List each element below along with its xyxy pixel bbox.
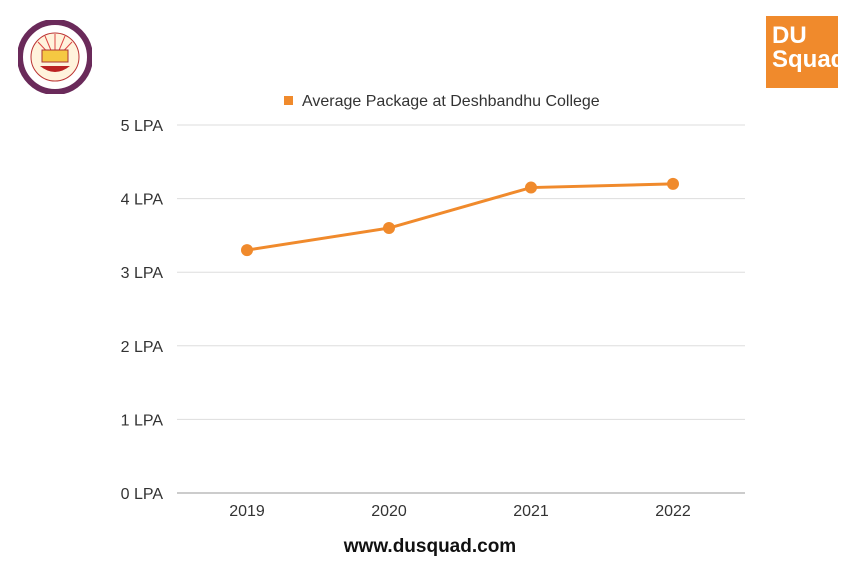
y-axis: 0 LPA 1 LPA 2 LPA 3 LPA 4 LPA 5 LPA	[121, 118, 164, 503]
series-line	[246, 182, 674, 252]
data-point-2019	[241, 244, 253, 257]
logo-line1: DU	[772, 22, 807, 49]
series	[241, 177, 679, 257]
y-tick-label: 5 LPA	[121, 118, 164, 135]
x-tick-label: 2022	[655, 503, 691, 520]
university-seal-logo	[18, 20, 92, 94]
y-tick-label: 4 LPA	[121, 192, 164, 209]
legend-swatch	[284, 96, 293, 105]
y-tick-label: 3 LPA	[121, 265, 164, 282]
data-point-2021	[525, 181, 537, 194]
grid	[177, 124, 745, 494]
data-point-2020	[383, 222, 395, 235]
x-tick-label: 2021	[513, 503, 549, 520]
x-tick-label: 2020	[371, 503, 407, 520]
legend: Average Package at Deshbandhu College	[284, 93, 600, 110]
dusquad-logo: DU Squad	[766, 16, 846, 88]
website-footer[interactable]: www.dusquad.com	[343, 536, 517, 557]
logo-line2: Squad	[772, 46, 846, 73]
legend-label: Average Package at Deshbandhu College	[302, 93, 600, 110]
x-axis: 2019 2020 2021 2022	[229, 503, 691, 520]
data-point-2022	[667, 177, 679, 190]
x-tick-label: 2019	[229, 503, 265, 520]
y-tick-label: 0 LPA	[121, 486, 164, 503]
y-tick-label: 1 LPA	[121, 412, 164, 429]
y-tick-label: 2 LPA	[121, 339, 164, 356]
